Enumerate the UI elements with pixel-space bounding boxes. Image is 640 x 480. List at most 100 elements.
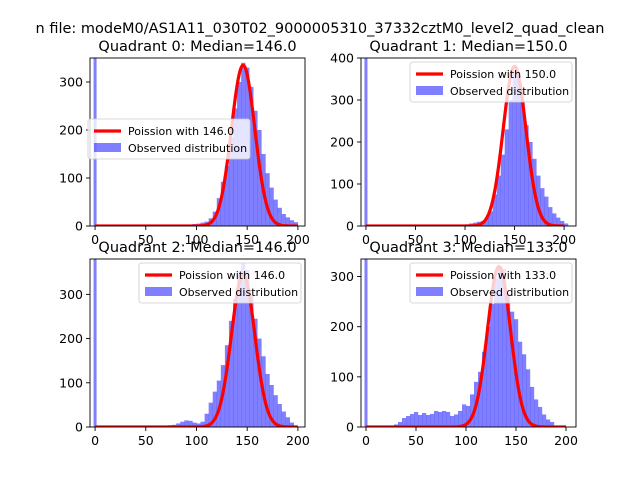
x-tick-label: 150 [235,232,259,247]
histogram-bar [410,413,415,427]
histogram-bar [486,326,491,427]
histogram-bar [548,207,553,226]
histogram-bar [458,410,463,427]
histogram-bar [522,354,527,427]
histogram-bar [269,187,274,226]
y-tick-label: 300 [59,75,83,90]
histogram-bar [253,110,258,226]
x-tick-label: 200 [552,232,576,247]
histogram-bar [237,274,242,427]
histogram-bar [438,411,443,427]
y-tick-label: 100 [59,171,83,186]
histogram-bar [518,341,523,427]
histogram-bar [516,74,521,226]
legend-label: Observed distribution [128,142,247,155]
x-tick-label: 150 [504,433,528,448]
legend: Poission with 146.0 Observed distribution [138,262,302,304]
histogram-bar [502,269,507,427]
legend-label: Poission with 133.0 [450,269,556,282]
histogram-bar [212,391,217,427]
histogram-bar [265,373,270,427]
y-tick-label: 100 [330,369,354,384]
histogram-bar [245,270,250,427]
legend-box [138,262,302,304]
axes-frame [89,258,306,428]
plot-area [364,259,567,427]
legend-label: Observed distribution [450,286,569,299]
y-tick-label: 200 [59,331,83,346]
histogram-bar [546,419,551,427]
y-tick-label: 100 [330,177,354,192]
histogram-bar [285,217,290,226]
legend-box [87,118,251,160]
x-tick-label: 50 [138,433,154,448]
histogram-bar [418,414,423,427]
x-tick-label: 100 [453,232,477,247]
x-tick-label: 200 [286,232,310,247]
legend-hist-swatch [416,86,443,95]
x-tick-label: 0 [91,232,99,247]
histogram-bar [180,421,185,427]
histogram-bar [534,399,539,427]
x-tick-label: 100 [185,433,209,448]
histogram-bar [277,207,282,226]
histogram-bar [406,415,411,427]
x-tick-label: 50 [408,433,424,448]
subplot-2: 0 50 100 150 200 0 100 200 300 Quadrant 2: Median… [59,240,310,448]
histogram-bar [289,220,295,226]
histogram-bar [224,345,230,427]
subplot-0: 0 50 100 150 200 0 100 200 300 Quadrant 0: Median… [59,39,310,247]
x-tick-label: 150 [503,232,527,247]
histogram-bar [490,304,495,427]
histogram-bar [184,420,189,427]
histogram-bar [500,154,505,226]
y-tick-label: 0 [346,420,354,435]
subplot-grid: 0 50 100 150 200 0 100 200 300 Quadrant 0: Median… [59,39,578,448]
histogram-bar [232,108,238,226]
y-tick-label: 0 [75,219,83,234]
histogram-bar [482,351,487,427]
histogram-bar [508,100,513,226]
histogram-bar [196,423,201,427]
y-tick-label: 200 [330,135,354,150]
histogram-bar [520,100,525,226]
histogram-bar [192,422,197,427]
histogram-bar [204,413,209,427]
histogram-bar [528,142,533,226]
histogram-bar [281,411,286,427]
legend-label: Observed distribution [179,286,298,299]
histogram-bar [530,386,535,427]
histogram-bar [249,294,254,427]
subplot-title: Quadrant 1: Median=150.0 [369,39,567,55]
legend-label: Poission with 146.0 [179,269,285,282]
y-tick-label: 200 [330,319,354,334]
figure-suptitle: n file: modeM0/AS1A11_030T02_9000005310_… [36,21,605,37]
histogram-bar [289,422,295,427]
histogram-bar [426,414,431,427]
x-tick-label: 200 [286,433,310,448]
histogram-bar [446,411,451,427]
histogram-bar [414,411,419,427]
histogram-bar [478,371,483,427]
histogram-bar [228,137,234,226]
histogram-bar [462,404,467,427]
histogram-bar [496,175,501,226]
histogram-bar [228,320,234,427]
histogram-bar [434,410,439,427]
histogram-bar [269,385,274,427]
x-tick-label: 50 [138,232,154,247]
histogram-bar [273,395,278,427]
x-tick-label: 50 [408,232,424,247]
legend-box [409,262,573,304]
histogram-bar [498,266,503,427]
x-tick-label: 0 [362,433,370,448]
histogram-bar [285,417,290,427]
x-tick-label: 100 [454,433,478,448]
histogram-bar [265,173,270,226]
histogram-bar [253,318,258,427]
y-tick-label: 100 [59,375,83,390]
y-tick-label: 400 [330,51,354,66]
histogram-bar [364,58,368,226]
histogram-bar [542,414,547,427]
histogram-bar [550,421,555,427]
